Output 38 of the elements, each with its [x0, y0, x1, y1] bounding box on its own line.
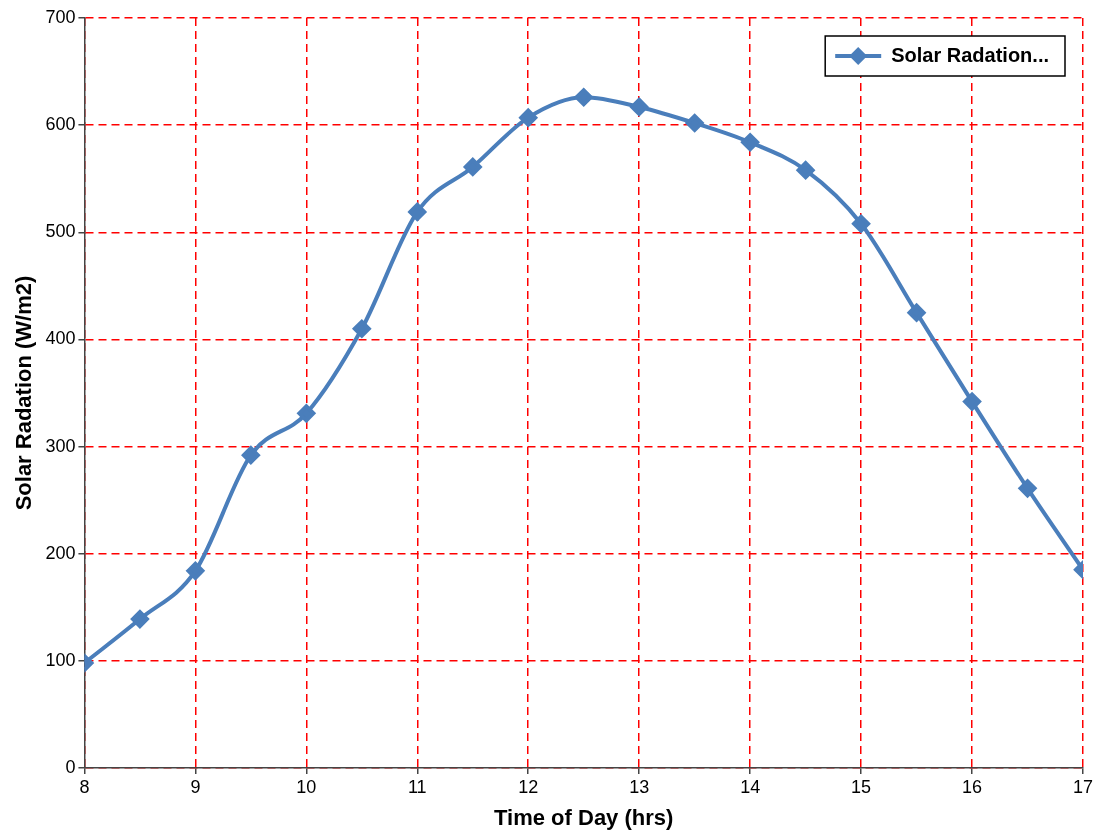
point: [408, 202, 427, 221]
x-tick-label: 13: [629, 776, 650, 797]
y-axis-title: Solar Radation (W/m2): [11, 275, 37, 511]
x-tick-label: 14: [740, 776, 761, 797]
point: [1018, 479, 1037, 498]
x-tick-label: 8: [79, 776, 90, 797]
point: [963, 392, 982, 411]
point: [130, 610, 149, 629]
point: [907, 303, 926, 322]
y-tick-label: 200: [45, 542, 76, 563]
y-tick-label: 700: [45, 6, 76, 27]
point: [352, 319, 371, 338]
y-tick-label: 300: [45, 435, 76, 456]
y-tick-label: 0: [65, 756, 76, 777]
y-tick-label: 400: [45, 328, 76, 349]
x-tick-label: 15: [851, 776, 872, 797]
point: [463, 157, 482, 176]
x-axis-title: Time of Day (hrs): [494, 804, 674, 830]
point: [685, 114, 704, 132]
point: [297, 404, 316, 423]
point: [796, 161, 815, 180]
x-tick-label: 16: [962, 776, 983, 797]
point: [852, 214, 871, 233]
x-tick-label: 17: [1072, 776, 1094, 797]
y-tick-label: 100: [45, 649, 76, 670]
point: [630, 97, 649, 116]
x-tick-label: 12: [518, 776, 539, 797]
point: [241, 446, 260, 465]
point: [741, 133, 760, 152]
x-tick-label: 10: [296, 776, 317, 797]
y-tick-label: 500: [45, 221, 76, 242]
point: [574, 88, 593, 107]
x-tick-label: 11: [407, 776, 427, 797]
x-tick-label: 9: [190, 776, 201, 797]
y-tick-label: 600: [45, 114, 76, 135]
legend-label: Solar Radation...: [891, 43, 1050, 66]
point: [519, 108, 538, 127]
point: [186, 561, 205, 580]
